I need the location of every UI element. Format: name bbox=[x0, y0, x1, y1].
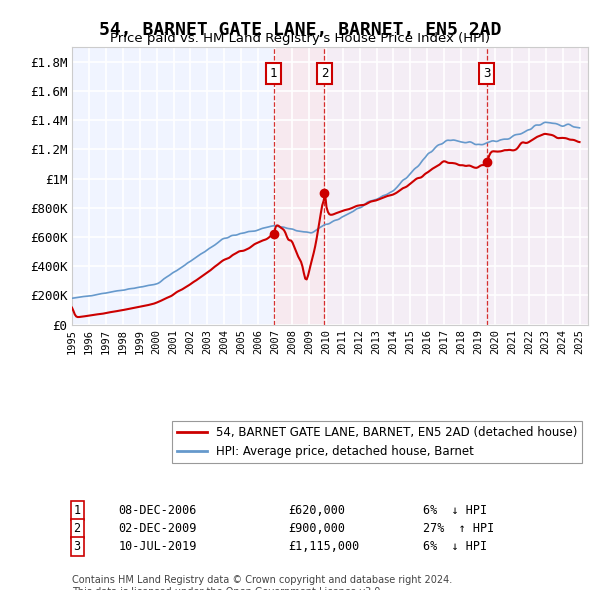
54, BARNET GATE LANE, BARNET, EN5 2AD (detached house) bbox=[74, 313, 81, 320]
Text: 08-DEC-2006: 08-DEC-2006 bbox=[118, 504, 197, 517]
54, BARNET GATE LANE, BARNET, EN5 2AD (detached house) bbox=[576, 139, 583, 146]
Text: Price paid vs. HM Land Registry's House Price Index (HPI): Price paid vs. HM Land Registry's House … bbox=[110, 32, 490, 45]
54, BARNET GATE LANE, BARNET, EN5 2AD (detached house) bbox=[550, 132, 557, 139]
Line: HPI: Average price, detached house, Barnet: HPI: Average price, detached house, Barn… bbox=[72, 122, 580, 299]
Text: 2: 2 bbox=[320, 67, 328, 80]
54, BARNET GATE LANE, BARNET, EN5 2AD (detached house) bbox=[132, 304, 139, 311]
HPI: Average price, detached house, Barnet: (2.01e+03, 6.5e+05): Average price, detached house, Barnet: (… bbox=[290, 226, 298, 233]
HPI: Average price, detached house, Barnet: (2e+03, 1.8e+05): Average price, detached house, Barnet: (… bbox=[68, 295, 76, 302]
Bar bbox=[325, 47, 487, 324]
Text: 6%  ↓ HPI: 6% ↓ HPI bbox=[423, 540, 487, 553]
Text: 27%  ↑ HPI: 27% ↑ HPI bbox=[423, 522, 494, 535]
Text: £900,000: £900,000 bbox=[289, 522, 346, 535]
Text: 1: 1 bbox=[74, 504, 81, 517]
Text: 6%  ↓ HPI: 6% ↓ HPI bbox=[423, 504, 487, 517]
Text: 1: 1 bbox=[270, 67, 277, 80]
Text: Contains HM Land Registry data © Crown copyright and database right 2024.
This d: Contains HM Land Registry data © Crown c… bbox=[72, 575, 452, 590]
HPI: Average price, detached house, Barnet: (2.02e+03, 1.38e+06): Average price, detached house, Barnet: (… bbox=[549, 120, 556, 127]
Legend: 54, BARNET GATE LANE, BARNET, EN5 2AD (detached house), HPI: Average price, deta: 54, BARNET GATE LANE, BARNET, EN5 2AD (d… bbox=[172, 421, 582, 463]
Bar bbox=[487, 47, 588, 324]
Line: 54, BARNET GATE LANE, BARNET, EN5 2AD (detached house): 54, BARNET GATE LANE, BARNET, EN5 2AD (d… bbox=[72, 134, 580, 317]
Text: 54, BARNET GATE LANE, BARNET, EN5 2AD: 54, BARNET GATE LANE, BARNET, EN5 2AD bbox=[99, 21, 501, 39]
HPI: Average price, detached house, Barnet: (2.02e+03, 1.39e+06): Average price, detached house, Barnet: (… bbox=[542, 119, 549, 126]
54, BARNET GATE LANE, BARNET, EN5 2AD (detached house) bbox=[292, 246, 299, 253]
Text: £620,000: £620,000 bbox=[289, 504, 346, 517]
54, BARNET GATE LANE, BARNET, EN5 2AD (detached house) bbox=[68, 304, 76, 311]
54, BARNET GATE LANE, BARNET, EN5 2AD (detached house) bbox=[247, 244, 254, 251]
54, BARNET GATE LANE, BARNET, EN5 2AD (detached house) bbox=[542, 130, 549, 137]
Text: 3: 3 bbox=[74, 540, 81, 553]
Text: 3: 3 bbox=[483, 67, 491, 80]
HPI: Average price, detached house, Barnet: (2e+03, 6.23e+05): Average price, detached house, Barnet: (… bbox=[236, 230, 244, 237]
Bar bbox=[274, 47, 325, 324]
54, BARNET GATE LANE, BARNET, EN5 2AD (detached house) bbox=[238, 247, 245, 254]
Text: 2: 2 bbox=[74, 522, 81, 535]
HPI: Average price, detached house, Barnet: (2e+03, 5.88e+05): Average price, detached house, Barnet: (… bbox=[220, 235, 227, 242]
HPI: Average price, detached house, Barnet: (2.02e+03, 1.35e+06): Average price, detached house, Barnet: (… bbox=[576, 124, 583, 132]
Text: 02-DEC-2009: 02-DEC-2009 bbox=[118, 522, 197, 535]
HPI: Average price, detached house, Barnet: (2.01e+03, 6.37e+05): Average price, detached house, Barnet: (… bbox=[245, 228, 253, 235]
Text: 10-JUL-2019: 10-JUL-2019 bbox=[118, 540, 197, 553]
Text: £1,115,000: £1,115,000 bbox=[289, 540, 360, 553]
54, BARNET GATE LANE, BARNET, EN5 2AD (detached house) bbox=[221, 256, 228, 263]
HPI: Average price, detached house, Barnet: (2e+03, 2.48e+05): Average price, detached house, Barnet: (… bbox=[131, 285, 138, 292]
